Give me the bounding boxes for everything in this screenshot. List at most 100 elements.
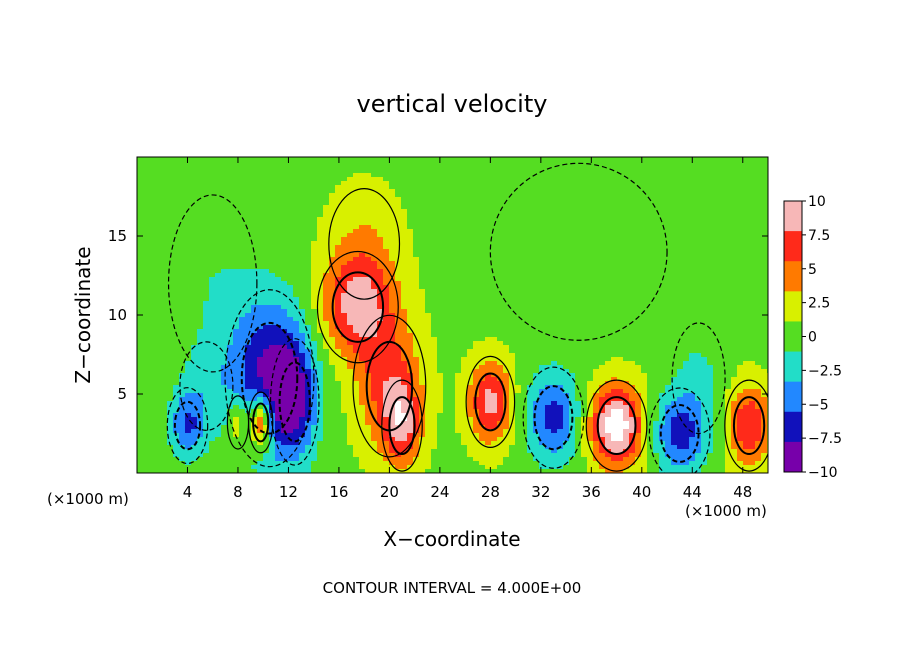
field-cell: [377, 245, 384, 250]
field-cell: [377, 217, 384, 222]
field-cell: [497, 225, 504, 230]
field-cell: [575, 213, 582, 218]
field-cell: [155, 161, 162, 166]
field-cell: [515, 237, 522, 242]
field-cell: [365, 197, 372, 202]
field-cell: [341, 185, 348, 190]
field-cell: [761, 277, 768, 282]
field-cell: [743, 337, 750, 342]
field-cell: [227, 213, 234, 218]
field-cell: [695, 297, 702, 302]
field-cell: [251, 217, 258, 222]
field-cell: [533, 169, 540, 174]
field-cell: [551, 305, 558, 310]
field-cell: [239, 177, 246, 182]
field-cell: [479, 297, 486, 302]
field-cell: [503, 233, 510, 238]
field-cell: [311, 165, 318, 170]
field-cell: [263, 313, 270, 318]
field-cell: [137, 317, 144, 322]
field-cell: [755, 281, 762, 286]
field-cell: [677, 225, 684, 230]
field-cell: [611, 273, 618, 278]
field-cell: [551, 177, 558, 182]
field-cell: [731, 209, 738, 214]
field-cell: [731, 257, 738, 262]
field-cell: [665, 293, 672, 298]
field-cell: [563, 157, 570, 162]
field-cell: [539, 245, 546, 250]
field-cell: [197, 225, 204, 230]
field-cell: [221, 289, 228, 294]
field-cell: [287, 185, 294, 190]
field-cell: [503, 245, 510, 250]
field-cell: [551, 261, 558, 266]
field-cell: [401, 221, 408, 226]
field-cell: [533, 261, 540, 266]
field-cell: [485, 333, 492, 338]
field-cell: [407, 253, 414, 258]
field-cell: [197, 301, 204, 306]
field-cell: [509, 313, 516, 318]
field-cell: [371, 237, 378, 242]
field-cell: [557, 265, 564, 270]
field-cell: [647, 341, 654, 346]
field-cell: [659, 241, 666, 246]
field-cell: [575, 193, 582, 198]
field-cell: [251, 265, 258, 270]
field-cell: [497, 245, 504, 250]
field-cell: [209, 253, 216, 258]
field-cell: [509, 205, 516, 210]
field-cell: [749, 285, 756, 290]
field-cell: [323, 285, 330, 290]
field-cell: [137, 277, 144, 282]
field-cell: [647, 157, 654, 162]
field-cell: [431, 169, 438, 174]
field-cell: [395, 261, 402, 266]
field-cell: [245, 189, 252, 194]
field-cell: [551, 313, 558, 318]
field-cell: [305, 261, 312, 266]
field-cell: [371, 157, 378, 162]
field-cell: [257, 185, 264, 190]
field-cell: [629, 317, 636, 322]
field-cell: [257, 245, 264, 250]
field-cell: [395, 181, 402, 186]
field-cell: [431, 273, 438, 278]
field-cell: [533, 185, 540, 190]
field-cell: [257, 273, 264, 278]
field-cell: [305, 173, 312, 178]
field-cell: [407, 305, 414, 310]
field-cell: [533, 253, 540, 258]
field-cell: [635, 161, 642, 166]
field-cell: [473, 293, 480, 298]
field-cell: [305, 225, 312, 230]
field-cell: [281, 289, 288, 294]
field-cell: [755, 301, 762, 306]
field-cell: [191, 293, 198, 298]
field-cell: [359, 253, 366, 258]
field-cell: [143, 277, 150, 282]
field-cell: [653, 301, 660, 306]
field-cell: [677, 165, 684, 170]
field-cell: [551, 249, 558, 254]
field-cell: [287, 249, 294, 254]
field-cell: [629, 257, 636, 262]
field-cell: [563, 281, 570, 286]
field-cell: [443, 293, 450, 298]
field-cell: [203, 217, 210, 222]
field-cell: [575, 181, 582, 186]
field-cell: [755, 285, 762, 290]
field-cell: [149, 281, 156, 286]
field-cell: [449, 313, 456, 318]
field-cell: [629, 233, 636, 238]
field-cell: [587, 217, 594, 222]
field-cell: [257, 181, 264, 186]
field-cell: [179, 249, 186, 254]
field-cell: [413, 217, 420, 222]
field-cell: [749, 313, 756, 318]
field-cell: [593, 169, 600, 174]
field-cell: [287, 205, 294, 210]
field-cell: [299, 245, 306, 250]
field-cell: [515, 165, 522, 170]
